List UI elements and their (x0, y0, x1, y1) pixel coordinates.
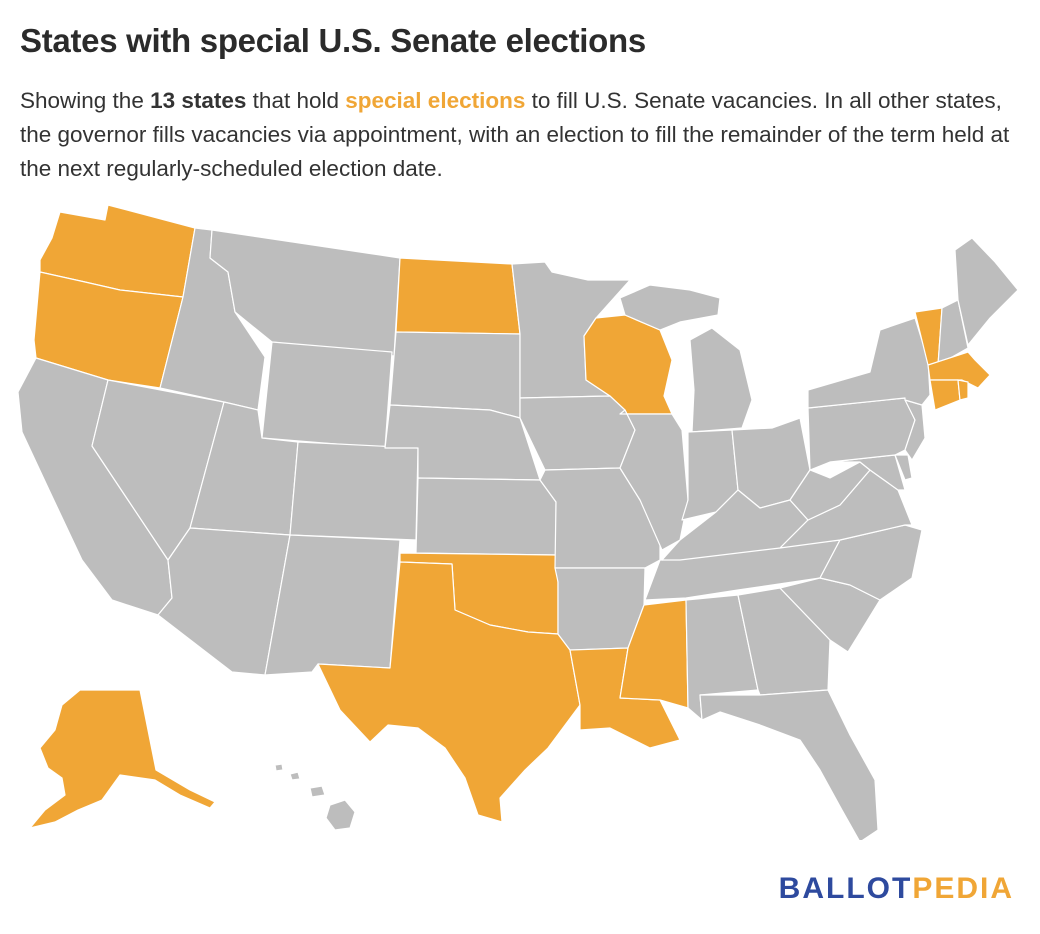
ballotpedia-logo: BALLOTPEDIA (779, 872, 1014, 906)
state-new-hampshire[interactable] (937, 299, 969, 366)
state-michigan-upper[interactable] (619, 284, 721, 331)
state-kansas[interactable] (415, 477, 557, 556)
state-south-dakota[interactable] (389, 331, 521, 419)
state-colorado[interactable] (289, 441, 419, 541)
state-new-york[interactable] (807, 317, 931, 409)
state-michigan[interactable] (689, 327, 753, 433)
special-elections-label: special elections (345, 88, 526, 113)
subtitle-text-2: that hold (246, 88, 346, 113)
state-hawaii-big-island[interactable] (325, 799, 356, 831)
logo-part-pedia: PEDIA (912, 872, 1014, 905)
state-texas[interactable] (317, 561, 581, 823)
state-florida[interactable] (699, 689, 879, 840)
state-north-dakota[interactable] (395, 257, 521, 335)
state-maine[interactable] (954, 237, 1019, 346)
state-hawaii-oahu[interactable] (289, 771, 301, 781)
subtitle-text-3: to fill U.S. Senate vacancies. In all ot… (20, 88, 1010, 181)
state-wyoming[interactable] (261, 341, 393, 449)
state-hawaii-kauai[interactable] (274, 763, 284, 772)
state-hawaii-maui[interactable] (309, 785, 326, 798)
us-map (17, 204, 1019, 840)
state-alaska[interactable] (29, 689, 216, 829)
subtitle-text-1: Showing the (20, 88, 151, 113)
state-delaware[interactable] (894, 454, 913, 481)
state-illinois[interactable] (619, 409, 689, 551)
state-connecticut[interactable] (929, 379, 961, 411)
state-iowa[interactable] (519, 395, 636, 471)
state-count: 13 states (150, 88, 247, 113)
page-subtitle: Showing the 13 states that hold special … (20, 84, 1010, 186)
page-title: States with special U.S. Senate election… (20, 22, 646, 59)
logo-part-ballot: BALLOT (778, 872, 913, 905)
state-rhode-island[interactable] (957, 379, 969, 401)
